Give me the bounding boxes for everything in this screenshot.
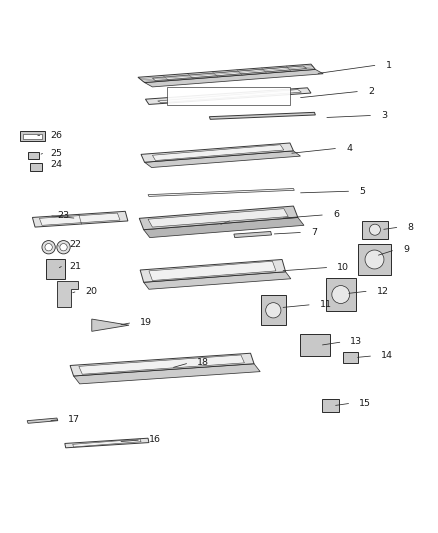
Polygon shape: [148, 189, 294, 197]
Polygon shape: [139, 206, 298, 230]
Polygon shape: [144, 217, 304, 238]
Polygon shape: [145, 151, 300, 167]
Circle shape: [369, 224, 381, 235]
Text: 3: 3: [381, 111, 387, 120]
Polygon shape: [27, 418, 58, 423]
Circle shape: [332, 286, 350, 303]
Text: 12: 12: [377, 287, 389, 295]
Polygon shape: [148, 209, 288, 227]
Bar: [326, 278, 356, 311]
Polygon shape: [70, 353, 254, 376]
Polygon shape: [74, 364, 260, 384]
Polygon shape: [144, 272, 291, 289]
Text: 23: 23: [57, 211, 69, 220]
Bar: [46, 259, 65, 279]
Text: 16: 16: [149, 435, 161, 445]
Polygon shape: [141, 143, 293, 162]
Text: 21: 21: [69, 262, 81, 271]
Polygon shape: [138, 64, 315, 83]
Polygon shape: [92, 319, 129, 332]
Text: 15: 15: [359, 399, 371, 408]
Text: 19: 19: [140, 318, 152, 327]
Bar: [30, 163, 42, 171]
Polygon shape: [57, 280, 78, 307]
Text: 9: 9: [403, 245, 409, 254]
Text: 25: 25: [50, 149, 62, 158]
Polygon shape: [152, 145, 284, 160]
Text: 26: 26: [50, 131, 62, 140]
Polygon shape: [140, 260, 286, 282]
Polygon shape: [152, 66, 307, 81]
Text: 5: 5: [359, 187, 365, 196]
Polygon shape: [65, 438, 149, 448]
Polygon shape: [39, 213, 120, 225]
Circle shape: [57, 240, 70, 254]
Polygon shape: [158, 90, 301, 103]
Text: 7: 7: [311, 228, 317, 237]
Text: 2: 2: [368, 87, 374, 96]
Text: 17: 17: [68, 415, 80, 424]
Bar: [322, 399, 339, 413]
Polygon shape: [73, 439, 141, 447]
Bar: [23, 134, 42, 139]
Bar: [362, 221, 388, 239]
Bar: [358, 244, 391, 275]
Text: 13: 13: [350, 337, 363, 346]
Circle shape: [42, 240, 55, 254]
Text: 4: 4: [346, 144, 352, 153]
Bar: [261, 295, 286, 325]
Bar: [343, 352, 358, 364]
Bar: [20, 131, 45, 141]
Text: 14: 14: [381, 351, 393, 360]
Text: 20: 20: [85, 287, 97, 295]
Circle shape: [266, 303, 281, 318]
Bar: [28, 152, 39, 159]
Circle shape: [45, 244, 52, 251]
Polygon shape: [145, 69, 323, 87]
Text: 22: 22: [69, 240, 81, 249]
Text: 1: 1: [385, 61, 392, 69]
Circle shape: [60, 244, 67, 251]
Polygon shape: [167, 87, 290, 105]
Bar: [300, 334, 330, 356]
Polygon shape: [79, 355, 244, 374]
Polygon shape: [209, 112, 315, 119]
Polygon shape: [145, 88, 311, 104]
Text: 6: 6: [333, 211, 339, 219]
Polygon shape: [32, 211, 128, 227]
Polygon shape: [149, 261, 276, 280]
Text: 10: 10: [337, 263, 349, 272]
Text: 8: 8: [407, 223, 413, 231]
Circle shape: [365, 250, 384, 269]
Text: 11: 11: [320, 300, 332, 309]
Text: 24: 24: [50, 160, 62, 169]
Polygon shape: [234, 231, 272, 238]
Text: 18: 18: [197, 358, 209, 367]
